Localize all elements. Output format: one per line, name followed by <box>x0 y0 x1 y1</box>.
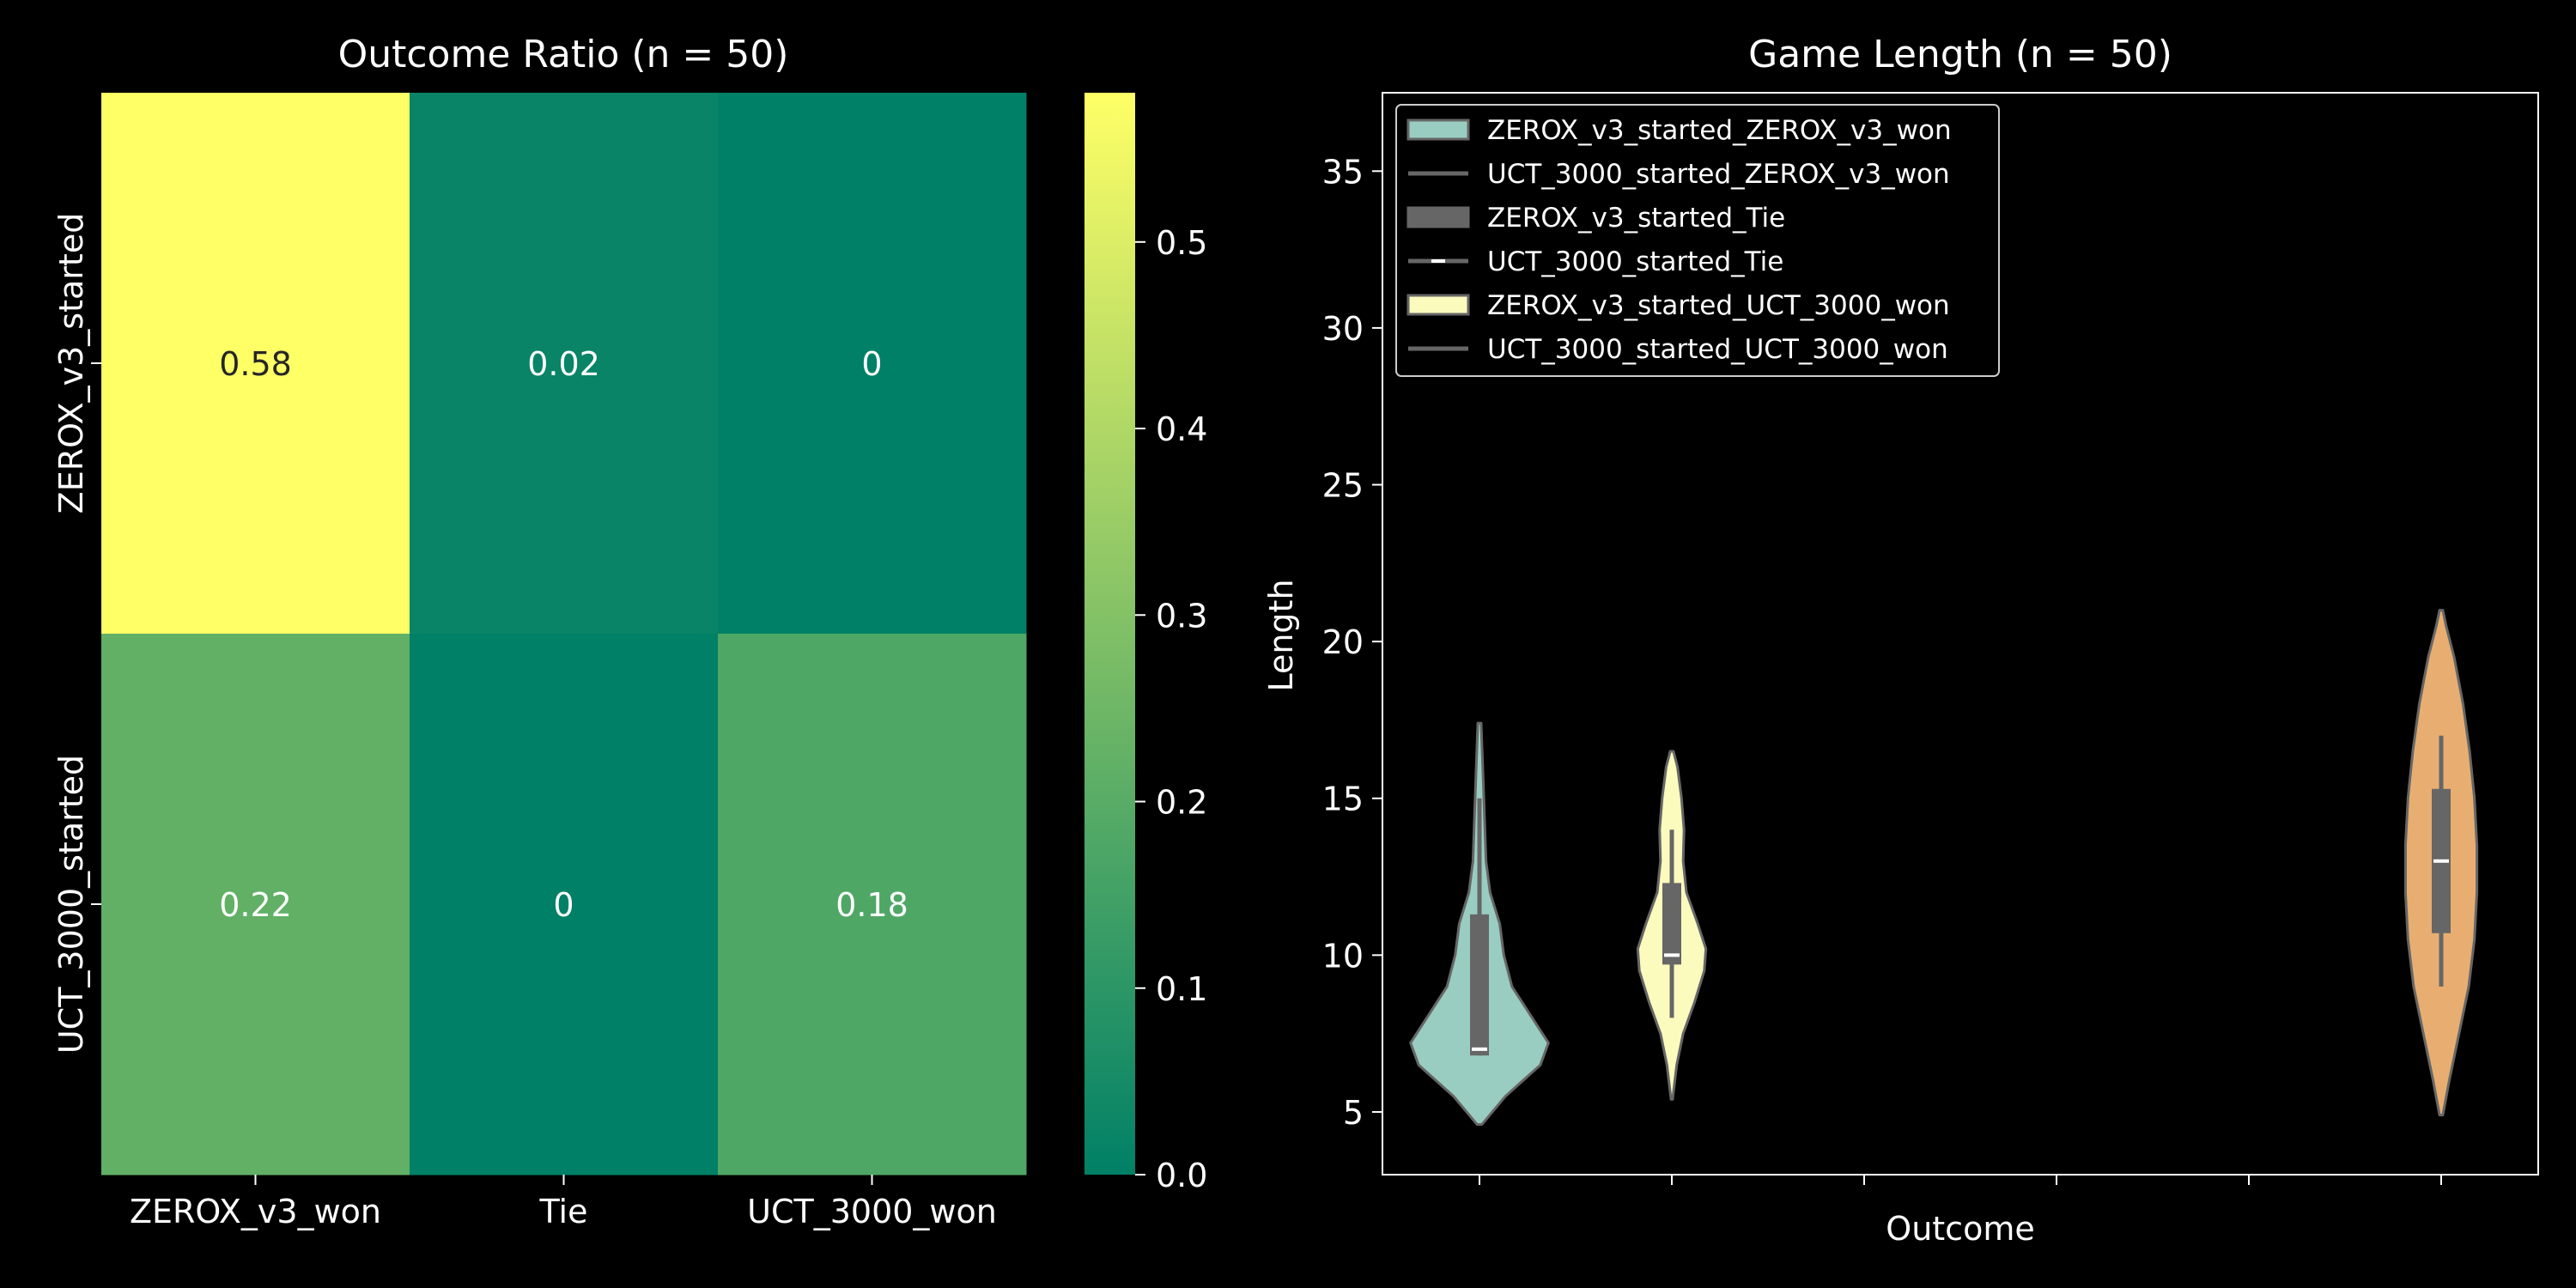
legend-entry: ZEROX_v3_started_ZEROX_v3_won <box>1487 115 1952 146</box>
legend-box <box>1395 104 2000 377</box>
violin-title: Game Length (n = 50) <box>1748 33 2172 76</box>
violins <box>1409 609 2479 1127</box>
legend-swatch <box>1406 294 1470 316</box>
heatmap-cell-label: 0.02 <box>527 345 600 383</box>
violin-y-tick-label: 15 <box>1322 781 1364 818</box>
legend-entry: UCT_3000_started_ZEROX_v3_won <box>1487 159 1950 190</box>
colorbar-tick-label: 0.2 <box>1156 784 1207 822</box>
heatmap-row-label: ZEROX_v3_started <box>52 213 90 514</box>
heatmap-col-ticks: ZEROX_v3_won Tie UCT_3000_won <box>130 1175 997 1230</box>
violin-y-ticks: 5 10 15 20 25 30 35 <box>1322 153 1382 1132</box>
violin-y-tick-label: 5 <box>1343 1094 1364 1132</box>
violin-box <box>1662 883 1681 965</box>
legend-swatch <box>1406 206 1470 228</box>
violin-x-label: Outcome <box>1886 1210 2034 1248</box>
colorbar-ticks: 0.0 0.1 0.2 0.3 0.4 0.5 <box>1135 224 1207 1194</box>
heatmap-panel: Outcome Ratio (n = 50) 0.58 0.02 0 0.22 0 0.1… <box>52 33 1027 1230</box>
violin-plot-frame <box>1382 92 2539 1176</box>
heatmap-cells <box>101 93 1027 1176</box>
legend-swatch <box>1406 118 1470 141</box>
legend-entry: ZEROX_v3_started_Tie <box>1487 203 1785 234</box>
legend-entry: ZEROX_v3_started_UCT_3000_won <box>1487 290 1950 321</box>
colorbar-tick-label: 0.1 <box>1156 970 1207 1008</box>
legend-entry: UCT_3000_started_Tie <box>1487 246 1783 277</box>
violin-y-tick-label: 25 <box>1322 467 1364 505</box>
heatmap-cell-label: 0.22 <box>219 886 292 924</box>
heatmap-cell-label: 0.58 <box>219 345 292 383</box>
violin-y-tick-label: 30 <box>1322 310 1364 348</box>
colorbar-tick-label: 0.4 <box>1156 410 1207 448</box>
heatmap-cell <box>410 634 719 1176</box>
heatmap-cell <box>718 634 1027 1176</box>
heatmap-row-label: UCT_3000_started <box>52 755 90 1054</box>
violin-y-tick-label: 20 <box>1322 623 1364 661</box>
colorbar-tick-label: 0.0 <box>1156 1157 1207 1194</box>
violin-y-tick-label: 35 <box>1322 153 1364 191</box>
heatmap-row-ticks: ZEROX_v3_started UCT_3000_started <box>52 213 101 1054</box>
heatmap-col-label: Tie <box>539 1193 588 1230</box>
heatmap-cell <box>718 93 1027 635</box>
violin-x-ticks <box>1479 1175 2442 1185</box>
heatmap-col-label: UCT_3000_won <box>747 1193 997 1230</box>
colorbar-tick-label: 0.3 <box>1156 597 1207 635</box>
heatmap-cell-labels: 0.58 0.02 0 0.22 0 0.18 <box>219 345 908 924</box>
heatmap-cell <box>101 634 410 1176</box>
heatmap-col-label: ZEROX_v3_won <box>130 1193 381 1230</box>
violin-panel: Game Length (n = 50) 5 10 15 20 25 30 35 Lengt… <box>1262 33 2539 1248</box>
violin-y-label: Length <box>1262 579 1300 691</box>
heatmap-cell <box>410 93 719 635</box>
legend: ZEROX_v3_started_ZEROX_v3_won UCT_3000_st… <box>1395 104 2000 377</box>
violin-y-tick-label: 10 <box>1322 937 1364 975</box>
violin-box <box>1470 914 1489 1056</box>
heatmap-title: Outcome Ratio (n = 50) <box>338 33 789 76</box>
colorbar-tick-label: 0.5 <box>1156 224 1207 262</box>
colorbar: 0.0 0.1 0.2 0.3 0.4 0.5 <box>1084 93 1207 1194</box>
colorbar-gradient <box>1084 93 1135 1175</box>
heatmap-cell-label: 0 <box>553 886 574 924</box>
heatmap-cell-label: 0 <box>861 345 882 383</box>
heatmap-cell <box>101 93 410 635</box>
heatmap-cell-label: 0.18 <box>835 886 908 924</box>
legend-entry: UCT_3000_started_UCT_3000_won <box>1487 334 1948 365</box>
